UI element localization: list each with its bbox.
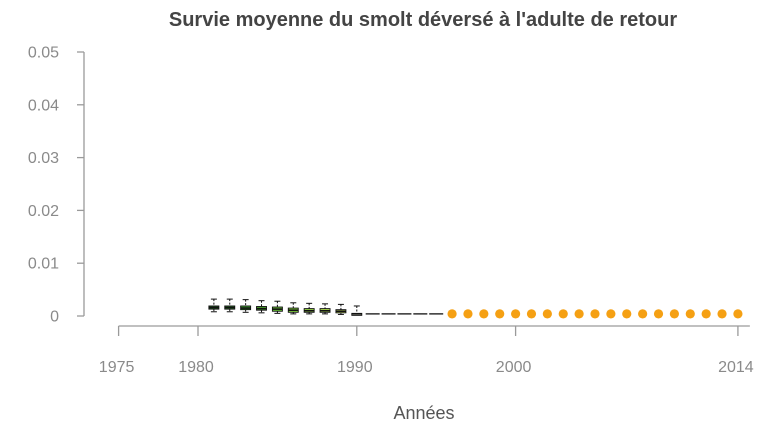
x-axis-ticks: 1975 1980 1990 2000 2014	[99, 326, 754, 376]
y-axis-ticks: 0 0.01 0.02 0.03 0.04 0.05	[28, 45, 84, 326]
point-2003	[558, 309, 568, 319]
point-1998	[479, 309, 489, 319]
point-1997	[463, 309, 473, 319]
point-2012	[701, 309, 711, 319]
point-2013	[717, 309, 727, 319]
point-2009	[653, 309, 664, 319]
boxplot-1987	[303, 302, 315, 315]
y-tick-label: 0.02	[28, 203, 59, 220]
point-2005	[590, 309, 600, 319]
point-1999	[495, 309, 505, 319]
point-2011	[685, 309, 695, 319]
point-1996	[447, 309, 457, 319]
boxplot-1986	[287, 302, 299, 315]
boxplot-1982	[224, 298, 236, 313]
y-tick-label: 0.04	[28, 97, 59, 114]
y-tick-label: 0.03	[28, 150, 59, 167]
y-tick-label: 0.05	[28, 45, 59, 62]
boxplot-1989	[335, 303, 347, 315]
x-tick-label: 1990	[337, 359, 373, 376]
chart-title: Survie moyenne du smolt déversé à l'adul…	[169, 9, 677, 31]
boxplot-1988	[319, 303, 331, 315]
boxplot-1984	[256, 300, 267, 314]
boxplot-1981	[208, 298, 220, 313]
x-axis-label: Années	[393, 403, 454, 423]
x-tick-label: 1980	[178, 359, 214, 376]
y-tick-label: 0.01	[28, 256, 59, 273]
point-2014	[733, 309, 743, 319]
point-2000	[510, 309, 521, 319]
point-2001	[526, 309, 537, 319]
point-2002	[542, 309, 552, 319]
x-tick-label: 1975	[99, 359, 135, 376]
y-tick-label: 0	[50, 309, 59, 326]
boxplot-1985	[271, 300, 283, 314]
x-tick-label: 2000	[496, 359, 532, 376]
x-tick-label: 2014	[718, 359, 754, 376]
point-2004	[574, 309, 584, 319]
point-2010	[669, 309, 680, 319]
point-2008	[638, 309, 648, 319]
point-2007	[622, 309, 632, 319]
point-series	[447, 309, 743, 319]
boxplot-series	[208, 298, 363, 316]
boxplot-1983	[240, 299, 252, 313]
boxplot-1990	[351, 305, 363, 316]
point-2006	[606, 309, 616, 319]
